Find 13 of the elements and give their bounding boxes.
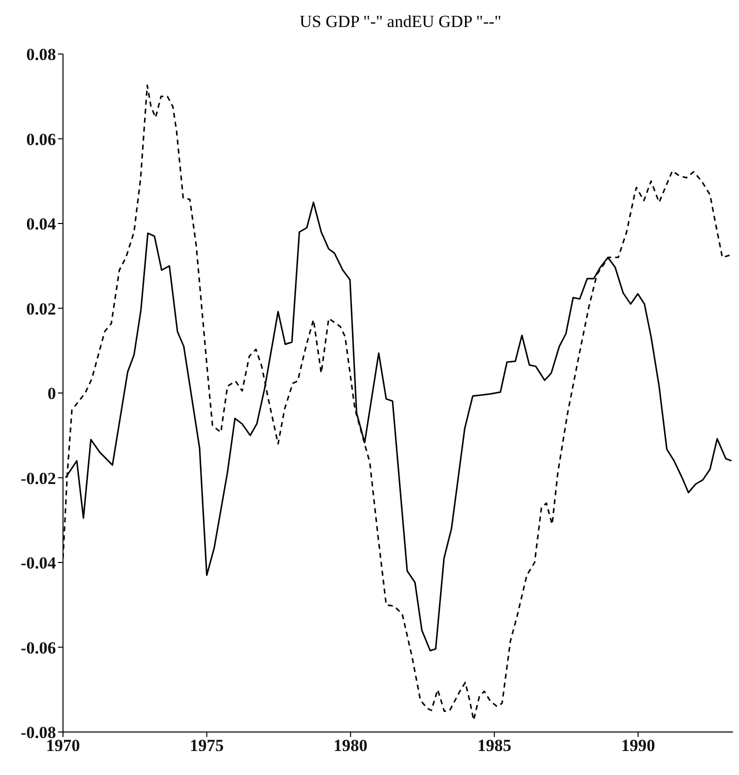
y-tick-label: 0 xyxy=(48,384,56,404)
chart-title: US GDP "-" andEU GDP "--" xyxy=(298,11,502,33)
y-tick-label: 0.04 xyxy=(26,214,56,234)
x-tick-label: 1985 xyxy=(477,736,512,756)
y-tick-label: -0.06 xyxy=(20,638,56,658)
x-tick-label: 1980 xyxy=(334,736,368,756)
y-tick-label: 0.06 xyxy=(26,130,56,149)
x-tick-label: 1975 xyxy=(190,736,224,756)
y-tick-label: 0.02 xyxy=(26,299,56,318)
y-tick-label: -0.02 xyxy=(20,468,56,488)
y-tick-label: 0.08 xyxy=(26,45,56,64)
y-tick-label: -0.04 xyxy=(20,554,56,573)
x-tick-label: 1990 xyxy=(621,736,656,756)
